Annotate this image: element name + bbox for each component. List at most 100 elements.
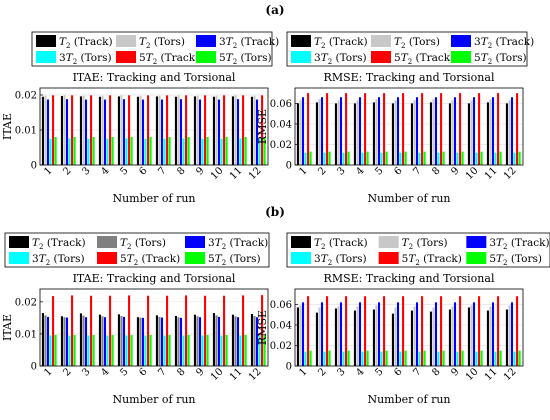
x-tick-label: 1 [297,165,309,177]
bar [258,335,261,366]
bar [461,350,464,366]
bar [90,95,93,165]
bar [296,307,299,366]
bar [130,334,133,366]
bar [326,93,329,165]
bar [206,137,209,165]
bar [111,334,114,366]
bar [109,295,112,366]
bar [372,309,375,366]
bar [318,307,321,366]
bar [128,295,131,366]
x-tick-label: 12 [247,165,264,182]
bar-chart-3: T2 (Track) T2 (Tors) 3T2 (Track) 3T2 (Tors)… [1,232,270,406]
bar [361,351,364,366]
bar [404,350,407,366]
y-tick-label: 0.01 [15,329,37,340]
bar [442,350,445,366]
bar [73,334,76,366]
bar [320,302,324,366]
bar [415,302,419,366]
legend-box [4,232,270,268]
bar [187,334,190,366]
bar [372,102,375,165]
x-tick-label: 5 [373,165,385,177]
bar [87,335,90,366]
x-axis-label: Number of run [112,393,195,406]
bar [301,97,305,165]
x-tick-label: 7 [411,366,423,378]
bar [347,151,350,165]
bar [60,316,63,366]
bar [366,151,369,165]
bar [258,138,261,165]
bar [410,103,413,165]
bar-chart-4: T2 (Track) T2 (Tors) 3T2 (Track) 3T2 (Tors)… [256,232,550,406]
bar [307,296,310,366]
x-tick-label: 1 [42,366,54,378]
bar [117,314,120,366]
bar [141,99,145,165]
legend-swatch [371,51,391,63]
legend-label: 5T2 (Track) [394,52,454,66]
bar [456,152,459,165]
legend-swatch [371,35,391,47]
bar [309,350,312,366]
bar [432,99,435,165]
bar [147,295,150,366]
bar [480,151,483,165]
legend-label: T2 (Track) [59,36,113,50]
legend-swatch [9,252,29,264]
x-tick-label: 8 [175,366,187,378]
bar [489,306,492,366]
bar [415,97,419,165]
legend-swatch [291,51,311,63]
x-tick-label: 7 [411,165,423,177]
legend-label: 5T2 (Tors) [474,52,527,66]
bar [182,335,185,366]
legend-label: T2 (Track) [314,237,368,251]
bar [149,137,152,165]
bar [396,97,400,165]
bar [356,100,359,165]
bar [361,152,364,165]
axes-frame [39,87,269,166]
axes-frame [294,288,524,367]
bar [63,317,66,366]
bar [505,103,508,165]
bar [44,315,47,366]
bar [125,335,128,366]
bar [109,95,112,165]
legend-swatch [36,35,56,47]
x-tick-label: 5 [118,366,130,378]
x-tick-label: 9 [449,366,461,378]
bar [461,151,464,165]
bar [122,316,126,366]
legend-label: T2 (Tors) [394,36,440,50]
bar [98,96,101,165]
bar [364,296,367,366]
x-tick-label: 7 [156,366,168,378]
bar [255,99,259,165]
bar [223,295,226,366]
bar [193,314,196,366]
bar [103,99,107,165]
bar [451,100,454,165]
bar [328,350,331,366]
legend-box [31,31,273,67]
legend-swatch [196,35,216,47]
bar [318,99,321,165]
y-axis-label: ITAE [1,113,14,140]
bar [353,103,356,165]
y-tick-label: 0.04 [270,320,292,331]
bar [160,99,164,165]
bar [177,317,180,366]
axes-frame [294,87,524,166]
bar [68,138,71,165]
legend-swatch [185,252,205,264]
bar [106,335,109,366]
bar [437,351,440,366]
y-tick-label: 0.04 [270,119,292,130]
legend-label: 5T2 (Track) [120,253,180,267]
bar [198,99,202,165]
